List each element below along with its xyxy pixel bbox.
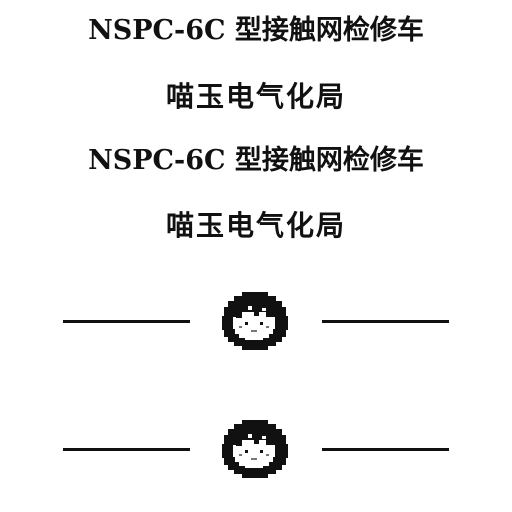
- title-model-line-2: NSPC-6C 型接触网检修车: [88, 145, 424, 176]
- divider-rule-right: [322, 448, 449, 451]
- ornamental-divider: [0, 290, 512, 352]
- pixel-face-icon: [222, 420, 288, 478]
- divider-rule-left: [63, 448, 190, 451]
- title-model-line-1: NSPC-6C 型接触网检修车: [88, 15, 424, 46]
- divider-rule-right: [322, 320, 449, 323]
- ornamental-divider: [0, 418, 512, 480]
- title-organization-line-2: 喵玉电气化局: [165, 209, 346, 242]
- title-organization-line-1: 喵玉电气化局: [165, 80, 346, 113]
- pixel-face-icon: [222, 292, 288, 350]
- divider-rule-left: [63, 320, 190, 323]
